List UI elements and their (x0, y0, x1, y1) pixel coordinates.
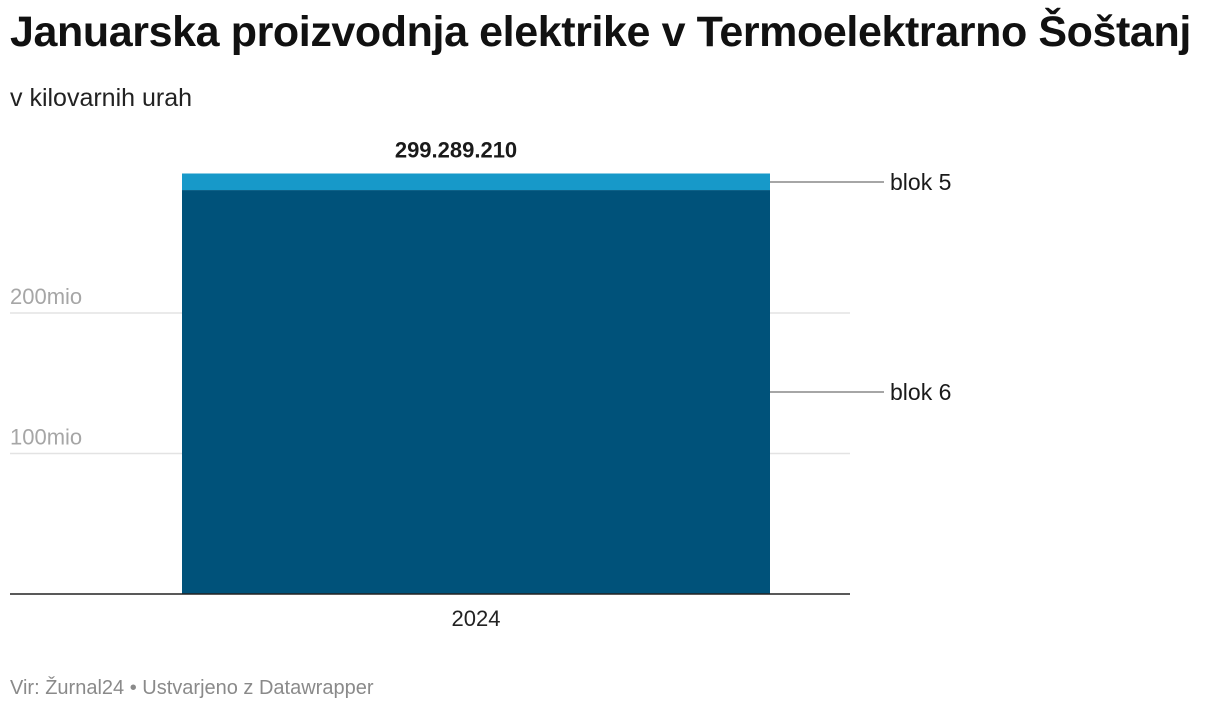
bar-total-label: 299.289.210 (395, 137, 517, 162)
y-tick-label: 200mio (10, 284, 82, 309)
credit-note: Ustvarjeno z Datawrapper (142, 677, 374, 699)
chart-footer: Vir: Žurnal24 • Ustvarjeno z Datawrapper (10, 677, 374, 700)
bar-segment (182, 173, 770, 191)
chart-title: Januarska proizvodnja elektrike v Termoe… (10, 8, 1191, 56)
footer-separator: • (129, 677, 137, 699)
x-tick-label: 2024 (452, 606, 501, 631)
y-tick-label: 100mio (10, 425, 82, 450)
source-note: Vir: Žurnal24 (10, 677, 125, 699)
chart-subtitle: v kilovarnih urah (10, 84, 193, 112)
series-label: blok 6 (890, 379, 951, 405)
series-label: blok 5 (890, 169, 951, 195)
bar-segment (182, 190, 770, 594)
